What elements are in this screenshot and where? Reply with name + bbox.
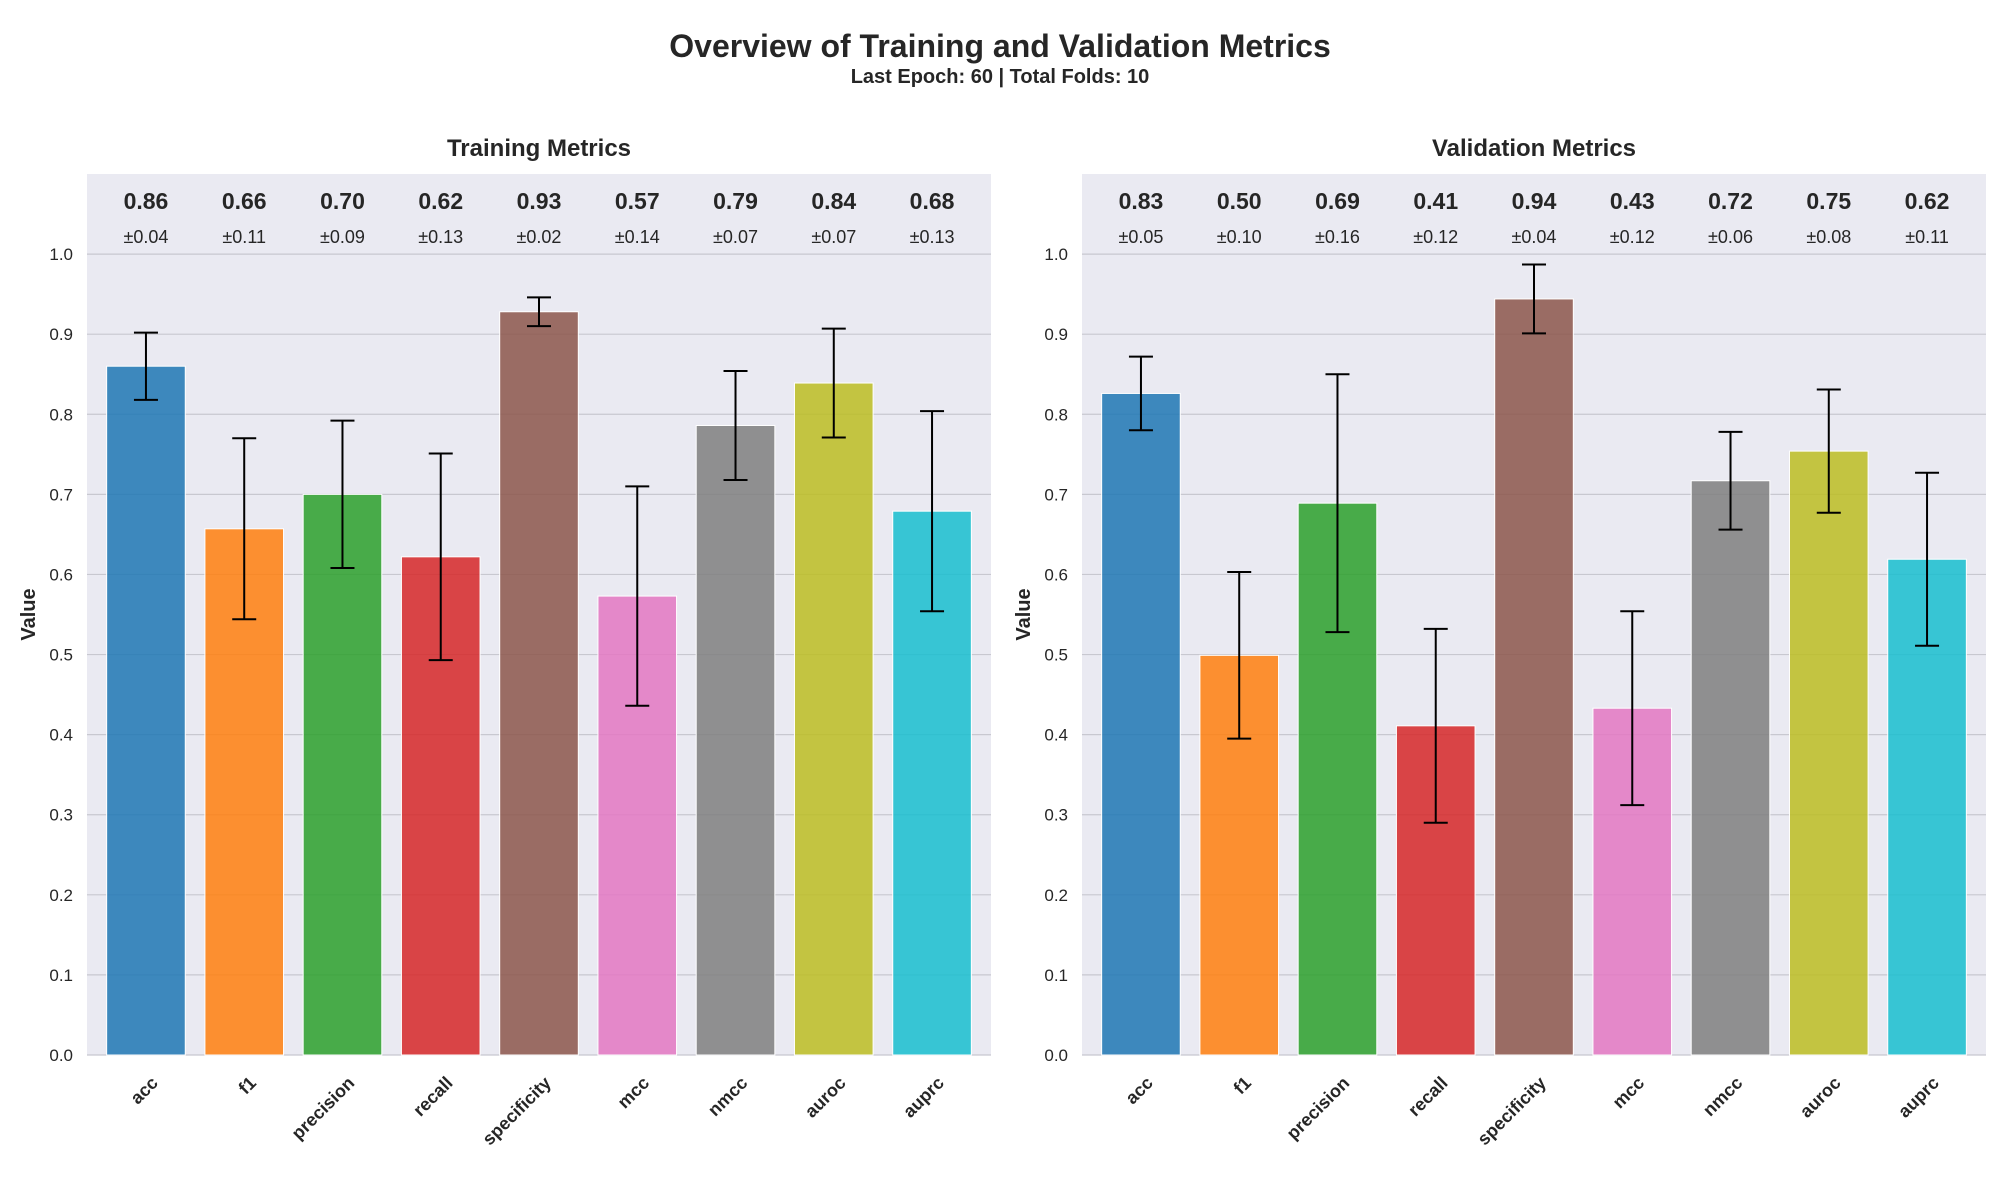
x-tick-label-recall: recall [409,1073,456,1120]
value-label-acc: 0.83 [1119,188,1164,214]
value-label-specificity: 0.94 [1512,188,1557,214]
error-label-auroc: ±0.07 [811,227,856,247]
error-label-acc: ±0.04 [123,227,168,247]
value-label-precision: 0.70 [320,188,365,214]
error-label-recall: ±0.12 [1413,227,1458,247]
y-tick-label: 0.1 [49,966,73,985]
error-label-auprc: ±0.11 [1905,227,1949,247]
bar-precision [302,493,383,1056]
x-tick-label-specificity: specificity [1473,1073,1549,1149]
x-tick-label-nmcc: nmcc [704,1073,751,1120]
error-label-precision: ±0.09 [320,227,365,247]
value-label-auroc: 0.84 [811,188,856,214]
x-tick-label-f1: f1 [1230,1073,1255,1098]
x-tick-label-precision: precision [1283,1073,1354,1144]
bar-specificity [1494,298,1574,1056]
value-label-recall: 0.41 [1413,188,1458,214]
value-label-precision: 0.69 [1315,188,1360,214]
error-label-precision: ±0.16 [1315,227,1360,247]
panel-title: Validation Metrics [1432,135,1636,162]
error-label-nmcc: ±0.07 [713,227,758,247]
y-tick-label: 0.2 [49,886,73,905]
value-label-f1: 0.50 [1217,188,1262,214]
y-tick-label: 0.9 [49,325,73,344]
x-tick-label-acc: acc [126,1073,161,1108]
error-label-specificity: ±0.04 [1512,227,1557,247]
x-tick-label-specificity: specificity [478,1073,554,1149]
error-label-auprc: ±0.13 [910,227,955,247]
value-label-nmcc: 0.72 [1708,188,1753,214]
error-label-f1: ±0.11 [222,227,266,247]
bar-specificity [499,311,579,1056]
x-tick-label-f1: f1 [235,1073,260,1098]
y-tick-label: 1.0 [1044,245,1068,264]
error-label-f1: ±0.10 [1217,227,1262,247]
y-tick-label: 0.9 [1044,325,1068,344]
value-label-auprc: 0.68 [910,188,955,214]
value-label-auprc: 0.62 [1905,188,1950,214]
x-tick-label-recall: recall [1404,1073,1451,1120]
y-tick-label: 0.0 [49,1046,73,1065]
error-label-auroc: ±0.08 [1806,227,1851,247]
error-label-mcc: ±0.14 [615,227,660,247]
y-tick-label: 0.2 [1044,886,1068,905]
y-tick-label: 1.0 [49,245,73,264]
x-tick-label-mcc: mcc [614,1073,654,1113]
value-label-recall: 0.62 [418,188,463,214]
x-tick-label-mcc: mcc [1609,1073,1649,1113]
x-tick-label-precision: precision [288,1073,359,1144]
chart-panel-1: 0.0 0.1 0.2 0.3 0.4 0.5 0.6 0.7 0.8 0.9 1.0 Validat… [1013,135,1986,1149]
y-tick-label: 0.0 [1044,1046,1068,1065]
figure-title: Overview of Training and Validation Metr… [669,28,1331,64]
y-tick-label: 0.3 [49,806,73,825]
bar-acc [106,365,186,1056]
x-tick-label-acc: acc [1121,1073,1156,1108]
figure-subtitle: Last Epoch: 60 | Total Folds: 10 [850,66,1150,88]
bar-acc [1101,392,1181,1056]
value-label-specificity: 0.93 [517,188,562,214]
bar-nmcc [695,424,776,1056]
error-label-specificity: ±0.02 [517,227,562,247]
y-tick-label: 0.5 [49,646,73,665]
value-label-nmcc: 0.79 [713,188,758,214]
bar-auroc [1788,450,1869,1056]
y-tick-label: 0.5 [1044,646,1068,665]
y-tick-label: 0.7 [1044,485,1068,504]
chart-panel-0: 0.0 0.1 0.2 0.3 0.4 0.5 0.6 0.7 0.8 0.9 1.0 Trainin… [18,135,991,1149]
y-tick-label: 0.8 [1044,405,1068,424]
error-label-mcc: ±0.12 [1610,227,1655,247]
x-tick-label-nmcc: nmcc [1699,1073,1746,1120]
y-tick-label: 0.1 [1044,966,1068,985]
y-tick-label: 0.4 [49,726,73,745]
value-label-mcc: 0.43 [1610,188,1655,214]
y-axis-label: Value [18,588,40,640]
value-label-acc: 0.86 [124,188,169,214]
y-axis-label: Value [1013,588,1035,640]
error-label-acc: ±0.05 [1118,227,1163,247]
y-tick-label: 0.6 [1044,565,1068,584]
panel-title: Training Metrics [447,135,631,162]
y-tick-label: 0.3 [1044,806,1068,825]
x-tick-label-auprc: auprc [899,1073,948,1122]
y-tick-label: 0.8 [49,405,73,424]
x-tick-label-auroc: auroc [1796,1073,1845,1122]
value-label-auroc: 0.75 [1806,188,1851,214]
error-label-recall: ±0.13 [418,227,463,247]
value-label-f1: 0.66 [222,188,267,214]
bar-nmcc [1690,480,1771,1056]
x-tick-label-auroc: auroc [801,1073,850,1122]
x-tick-label-auprc: auprc [1894,1073,1943,1122]
error-label-nmcc: ±0.06 [1708,227,1753,247]
y-tick-label: 0.6 [49,565,73,584]
y-tick-label: 0.7 [49,485,73,504]
value-label-mcc: 0.57 [615,188,660,214]
y-tick-label: 0.4 [1044,726,1068,745]
bar-auroc [793,382,874,1056]
